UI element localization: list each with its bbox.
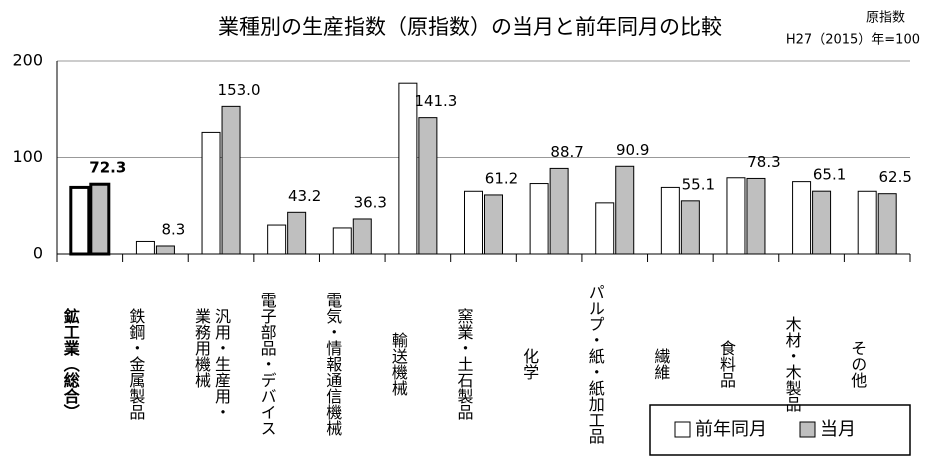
bar <box>332 227 352 255</box>
x-tick-label: 輸送機械 <box>388 332 408 396</box>
bar <box>201 131 221 255</box>
bar <box>89 182 111 256</box>
legend-swatch <box>799 421 816 438</box>
legend-swatch <box>674 421 691 438</box>
x-tick-label: 窯業・土石製品 <box>454 308 474 420</box>
bar <box>680 200 700 255</box>
legend-box <box>649 404 911 456</box>
bar <box>398 82 418 255</box>
value-label: 65.1 <box>813 166 846 184</box>
bar <box>726 177 746 255</box>
x-tick-label: パルプ・紙・紙加工品 <box>585 284 605 444</box>
x-tick-label-box: その他 <box>848 340 868 388</box>
x-tick-label-box: 電気・情報通信機械 <box>323 292 343 436</box>
bar <box>812 190 832 255</box>
value-label: 8.3 <box>161 220 185 238</box>
bar <box>484 194 503 255</box>
value-label: 36.3 <box>354 193 387 211</box>
bar <box>464 190 483 255</box>
x-tick-label: 鉄鋼・金属製品 <box>126 308 146 420</box>
x-tick-label: 食料品 <box>716 340 736 388</box>
bar <box>267 224 287 255</box>
x-tick-label-box: 木材・木製品 <box>782 316 802 412</box>
x-tick-label-box: 輸送機械 <box>388 332 408 396</box>
x-tick-label-box: 鉱工業（総合） <box>60 308 80 420</box>
value-label: 72.3 <box>89 159 126 177</box>
unit-note: 原指数 <box>866 11 905 26</box>
value-label: 78.3 <box>747 153 780 171</box>
bar <box>529 183 549 255</box>
x-tick-label: 電気・情報通信機械 <box>323 292 343 436</box>
bar <box>746 177 766 255</box>
x-tick-label-box: 電子部品・デバイス <box>257 292 277 436</box>
bar <box>155 245 175 255</box>
legend-label: 当月 <box>820 419 856 440</box>
legend-label: 前年同月 <box>695 419 767 440</box>
x-tick-label: 化学 <box>520 348 540 380</box>
bar <box>857 190 877 255</box>
value-label: 55.1 <box>682 175 715 193</box>
value-label: 153.0 <box>218 81 261 99</box>
bar <box>352 218 372 255</box>
y-tick-label: 100 <box>12 147 43 166</box>
bar <box>877 193 897 255</box>
value-label: 88.7 <box>550 143 583 161</box>
x-tick-label-box: 鉄鋼・金属製品 <box>126 308 146 420</box>
bar <box>418 117 438 255</box>
chart-title: 業種別の生産指数（原指数）の当月と前年同月の比較 <box>218 15 722 39</box>
value-label: 62.5 <box>878 168 911 186</box>
y-tick-label: 200 <box>12 51 43 70</box>
value-label: 141.3 <box>414 92 457 110</box>
x-tick-label: 汎用・生産用・ 業務用機械 <box>192 308 232 420</box>
x-tick-label-box: 化学 <box>520 348 540 380</box>
x-tick-label: 木材・木製品 <box>782 316 802 412</box>
bar <box>287 211 307 255</box>
value-label: 61.2 <box>485 169 518 187</box>
unit-note: H27（2015）年=100 <box>786 33 920 48</box>
bar <box>221 105 241 255</box>
x-tick-label: 繊維 <box>651 348 671 380</box>
bar <box>549 167 569 255</box>
value-label: 43.2 <box>288 187 321 205</box>
value-label: 90.9 <box>616 141 649 159</box>
x-tick-label: その他 <box>848 340 868 388</box>
x-tick-label-box: 窯業・土石製品 <box>454 308 474 420</box>
bar <box>69 185 91 256</box>
bar <box>135 240 155 255</box>
y-tick-label: 0 <box>33 244 43 263</box>
bar <box>595 202 615 255</box>
bar <box>615 165 635 255</box>
x-tick-label: 鉱工業（総合） <box>60 308 80 420</box>
x-tick-label: 電子部品・デバイス <box>257 292 277 436</box>
x-tick-label-box: 食料品 <box>716 340 736 388</box>
bar <box>792 181 812 255</box>
bar <box>660 186 680 255</box>
x-tick-label-box: 汎用・生産用・ 業務用機械 <box>192 308 232 420</box>
x-tick-label-box: パルプ・紙・紙加工品 <box>585 284 605 444</box>
x-tick-label-box: 繊維 <box>651 348 671 380</box>
